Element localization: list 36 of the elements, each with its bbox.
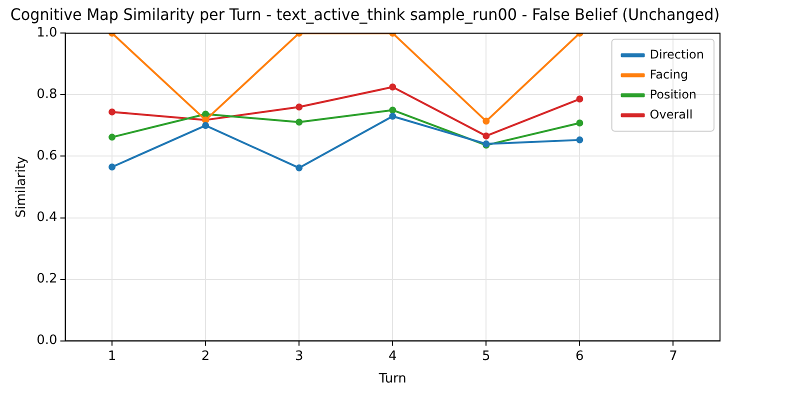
point [202,110,210,118]
y-tick-label: 0.8 [36,87,58,102]
x-tick-label: 4 [388,348,397,364]
x-tick-label: 6 [576,348,584,364]
x-tick-label: 2 [201,348,210,364]
point [576,96,584,103]
point [108,164,116,171]
legend-label: Facing [650,67,688,82]
point [389,106,396,114]
legend-label: Position [650,87,697,102]
point [576,136,584,144]
point [108,134,116,141]
point [389,84,396,91]
x-tick-label: 3 [294,348,304,364]
x-tick-label: 1 [108,348,116,364]
y-tick-label: 0.2 [36,272,58,287]
x-tick-label: 5 [482,348,490,364]
y-axis-title: Similarity [14,156,30,218]
y-tick-label: 1.0 [36,26,58,41]
chart-title: Cognitive Map Similarity per Turn - text_active_think sample_run00 - False Belief (Unchanged) [10,5,720,24]
x-axis-title: Turn [378,372,406,387]
point [482,118,490,125]
point [296,104,303,111]
y-tick-label: 0.6 [36,148,58,164]
point [482,132,490,140]
y-tick-label: 0.0 [36,333,58,348]
y-tick-label: 0.4 [36,210,58,226]
point [296,164,303,172]
legend-label: Overall [650,107,693,122]
point [108,108,116,116]
x-tick-label: 7 [669,348,678,364]
legend-label: Direction [650,47,704,62]
point [202,122,210,129]
point [576,120,584,127]
point [296,118,303,126]
point [389,112,396,120]
